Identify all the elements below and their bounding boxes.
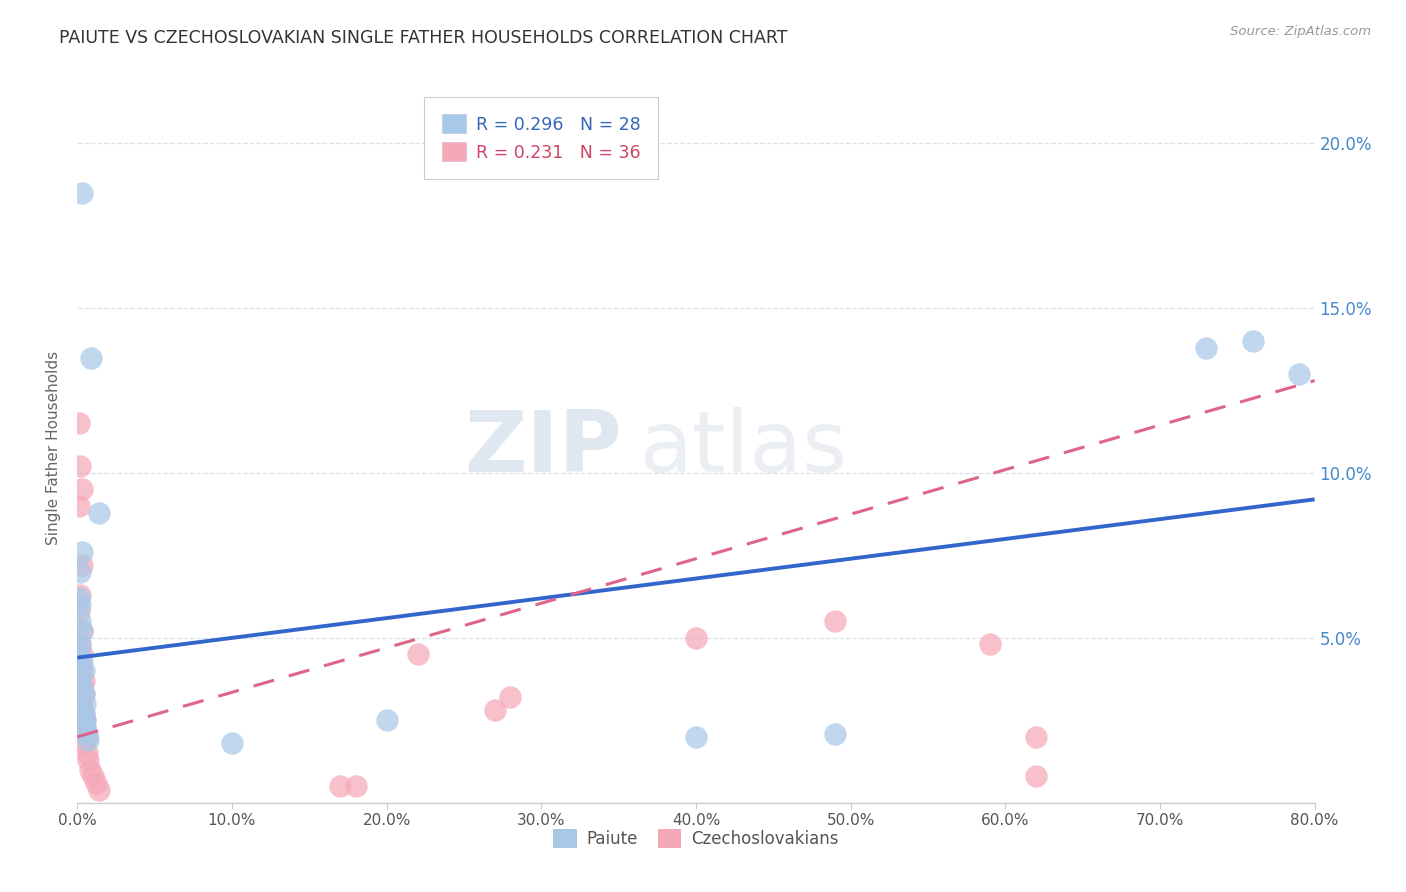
Point	[69, 638, 91, 652]
Point	[70, 697, 93, 711]
Point	[329, 780, 352, 794]
Point	[67, 605, 90, 619]
Point	[75, 714, 96, 728]
Point	[67, 499, 90, 513]
Point	[87, 782, 110, 797]
Point	[84, 776, 107, 790]
Point	[979, 638, 1001, 652]
Point	[1241, 334, 1264, 348]
Point	[70, 186, 93, 200]
Point	[69, 657, 91, 672]
Point	[69, 670, 91, 684]
Point	[67, 648, 90, 662]
Point	[75, 714, 96, 728]
Point	[221, 736, 243, 750]
Text: atlas: atlas	[640, 407, 848, 490]
Point	[499, 690, 522, 705]
Point	[70, 654, 93, 668]
Point	[87, 506, 110, 520]
Point	[76, 730, 98, 744]
Point	[80, 351, 103, 365]
Point	[344, 780, 367, 794]
Point	[1025, 769, 1047, 783]
Point	[67, 591, 90, 606]
Point	[67, 417, 90, 431]
Point	[77, 753, 100, 767]
Point	[72, 664, 94, 678]
Point	[75, 697, 96, 711]
Point	[70, 545, 93, 559]
Point	[69, 638, 91, 652]
Point	[72, 687, 94, 701]
Point	[685, 730, 707, 744]
Point	[76, 726, 98, 740]
Y-axis label: Single Father Households: Single Father Households	[46, 351, 62, 545]
Point	[72, 687, 94, 701]
Point	[70, 648, 93, 662]
Point	[72, 736, 94, 750]
Point	[72, 673, 94, 688]
Point	[1195, 341, 1218, 355]
Point	[1288, 367, 1310, 381]
Legend: Paiute, Czechoslovakians: Paiute, Czechoslovakians	[547, 822, 845, 855]
Point	[70, 681, 93, 695]
Point	[69, 588, 91, 602]
Point	[70, 558, 93, 573]
Point	[824, 615, 846, 629]
Point	[70, 681, 93, 695]
Point	[1025, 730, 1047, 744]
Point	[79, 763, 101, 777]
Point	[484, 703, 506, 717]
Point	[76, 747, 98, 761]
Point	[82, 769, 104, 783]
Point	[69, 598, 91, 612]
Point	[375, 714, 398, 728]
Text: PAIUTE VS CZECHOSLOVAKIAN SINGLE FATHER HOUSEHOLDS CORRELATION CHART: PAIUTE VS CZECHOSLOVAKIAN SINGLE FATHER …	[59, 29, 787, 46]
Point	[70, 664, 93, 678]
Point	[72, 706, 94, 721]
Point	[70, 624, 93, 639]
Point	[75, 723, 96, 738]
Point	[70, 483, 93, 497]
Point	[406, 648, 429, 662]
Point	[69, 615, 91, 629]
Text: ZIP: ZIP	[464, 407, 621, 490]
Point	[69, 459, 91, 474]
Point	[77, 733, 100, 747]
Point	[824, 726, 846, 740]
Text: Source: ZipAtlas.com: Source: ZipAtlas.com	[1230, 25, 1371, 38]
Point	[685, 631, 707, 645]
Point	[75, 720, 96, 734]
Point	[72, 706, 94, 721]
Point	[69, 565, 91, 579]
Point	[70, 624, 93, 639]
